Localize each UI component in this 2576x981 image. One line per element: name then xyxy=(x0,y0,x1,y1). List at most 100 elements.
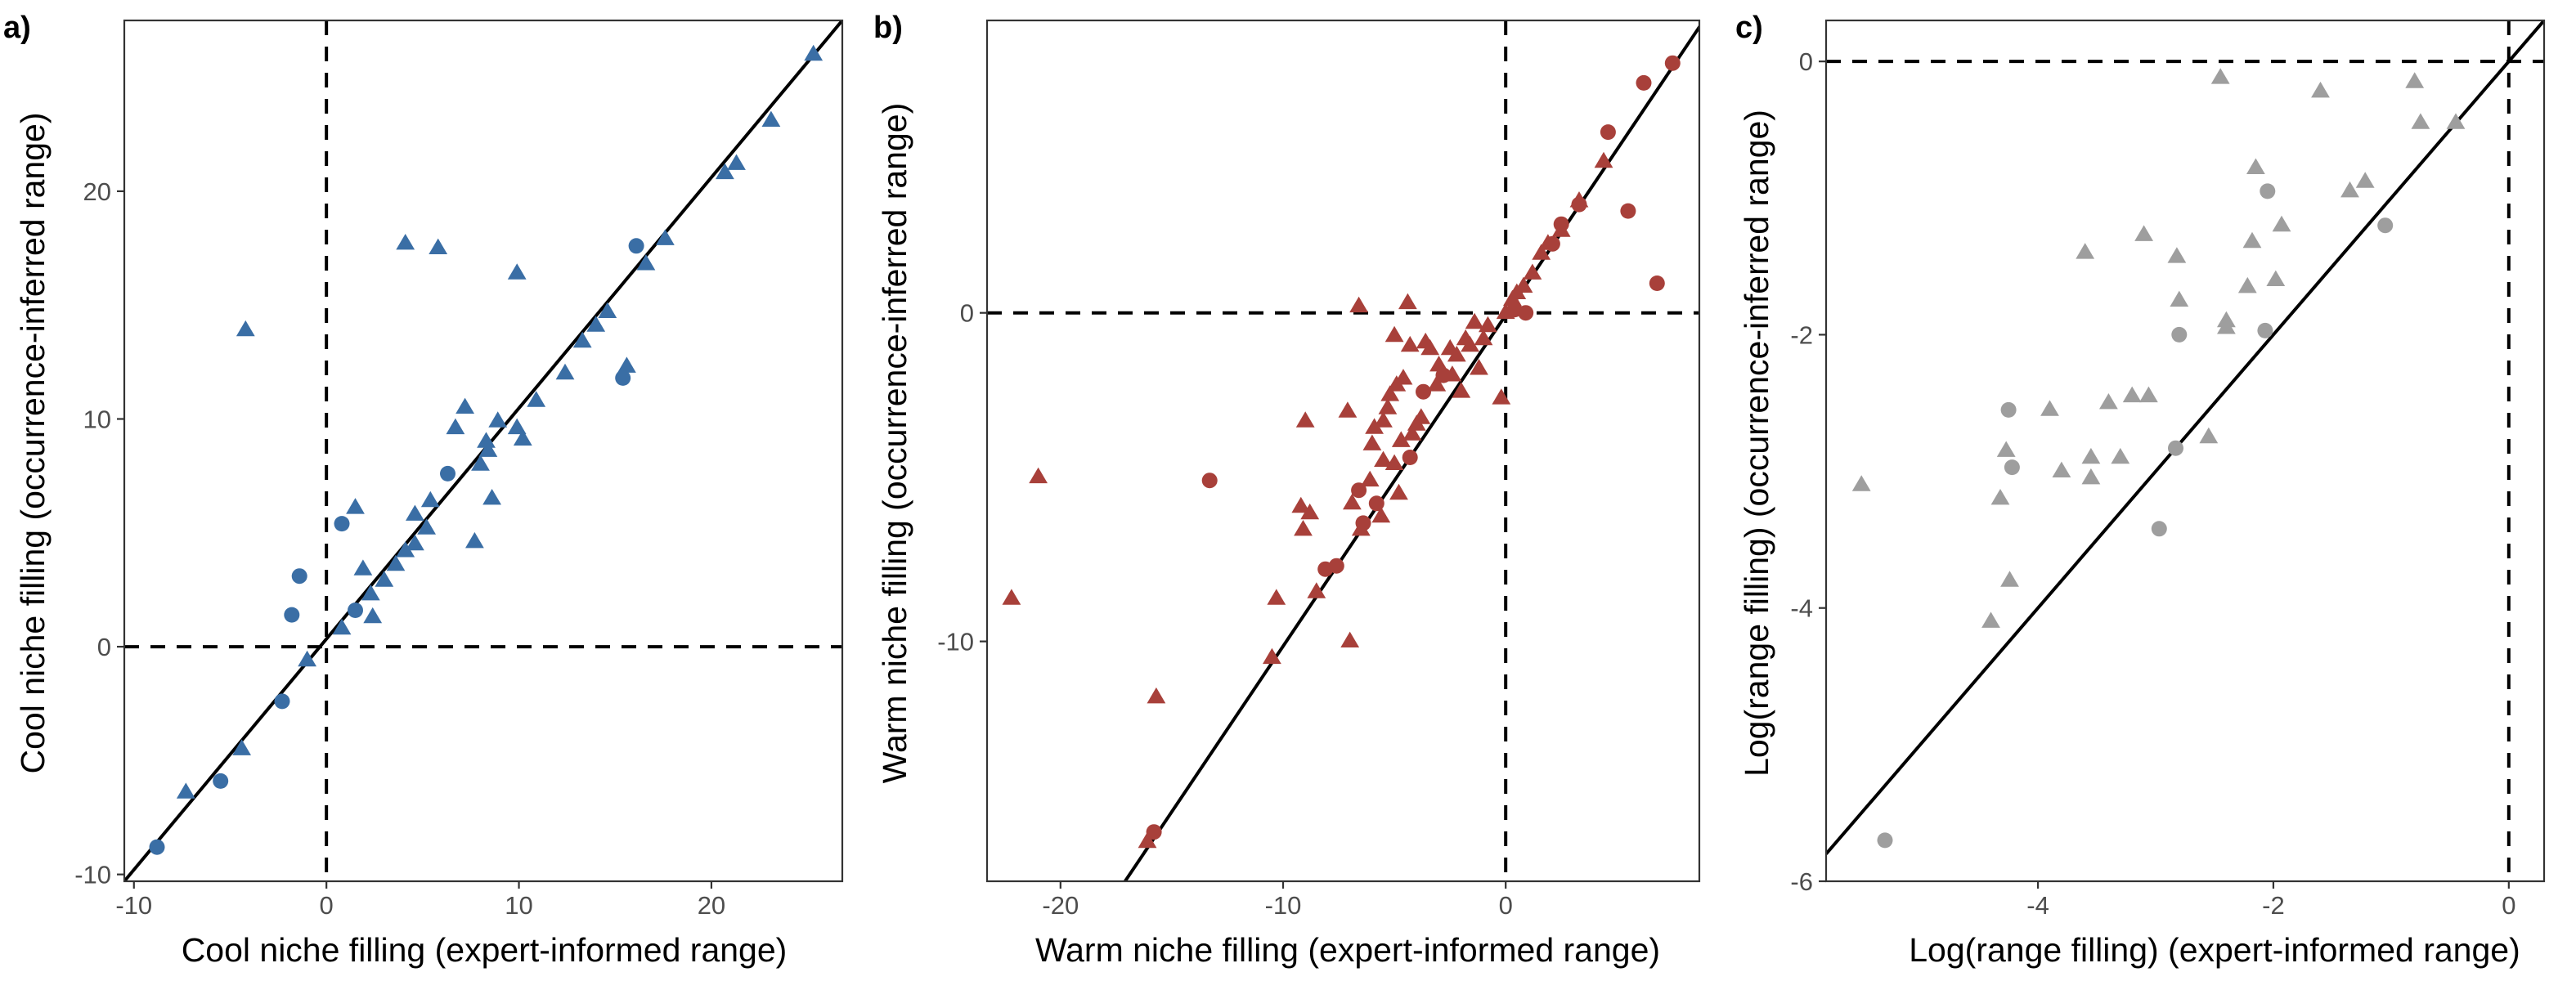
panel-b-triangle-point-19 xyxy=(1371,506,1391,523)
panel-a-x-tick-label-0: -10 xyxy=(115,891,152,920)
panel-b-circle-point-17 xyxy=(1636,74,1652,91)
panel-b-triangle-point-11 xyxy=(1338,401,1358,418)
panel-b-y-tick-label-0: -10 xyxy=(937,628,974,656)
panel-b-data-points xyxy=(1002,55,1681,849)
panel-c-triangle-point-27 xyxy=(2340,181,2359,198)
panel-c-triangle-point-8 xyxy=(2081,468,2101,485)
panel-a-triangle-point-12 xyxy=(375,571,394,587)
panel-a-circle-point-7 xyxy=(440,465,456,482)
panel-b-circle-point-11 xyxy=(1518,305,1534,321)
panel-b-triangle-point-18 xyxy=(1365,418,1384,434)
panel-a-plot-frame xyxy=(123,19,844,883)
panel-a-circle-point-9 xyxy=(628,238,644,254)
panel-c-triangle-point-23 xyxy=(2246,158,2265,174)
panel-c-circle-point-0 xyxy=(1877,832,1893,849)
panel-b-triangle-point-31 xyxy=(1400,335,1420,352)
panel-b-x-axis-title: Warm niche filling (expert-informed rang… xyxy=(1035,931,1660,969)
panel-c-circle-point-4 xyxy=(2168,440,2183,456)
panel-a-circle-point-0 xyxy=(149,839,165,855)
panel-a-triangle-point-0 xyxy=(236,320,255,337)
panel-b-x-tick-label-2: 0 xyxy=(1499,891,1513,920)
panel-a-triangle-point-27 xyxy=(507,418,527,435)
panel-b-triangle-point-7 xyxy=(1294,520,1313,536)
panel-c-triangle-point-20 xyxy=(2217,318,2236,334)
panel-a-triangle-point-33 xyxy=(598,302,617,318)
panel-c-y-axis-title: Log(range filling) (occurrence-inferred … xyxy=(1738,110,1775,777)
panel-b-circle-point-3 xyxy=(1328,558,1344,574)
panel-c-triangle-point-29 xyxy=(2405,72,2425,88)
panel-b-triangle-point-21 xyxy=(1374,411,1393,428)
panel-c-triangle-point-14 xyxy=(2139,386,2158,403)
panel-b-circle-point-1 xyxy=(1201,473,1218,489)
panel-c-triangle-point-3 xyxy=(1996,441,2016,457)
panel-b-circle-point-14 xyxy=(1571,196,1587,213)
panel-b-label: b) xyxy=(873,11,903,45)
panel-a-x-tick-label-3: 20 xyxy=(698,891,725,920)
panel-c-triangle-point-4 xyxy=(2000,571,2019,587)
panel-a-triangle-point-40 xyxy=(804,44,824,61)
panel-b-triangle-point-36 xyxy=(1420,338,1440,356)
panel-c-triangle-point-1 xyxy=(1981,611,2000,628)
panel-b-circle-point-9 xyxy=(1435,367,1452,383)
panel-b-triangle-point-27 xyxy=(1389,483,1408,500)
panel-a-circle-point-1 xyxy=(213,773,229,789)
panel-c-triangle-point-13 xyxy=(2134,225,2153,241)
panel-a-triangle-point-29 xyxy=(527,391,546,407)
panel-b-triangle-point-44 xyxy=(1461,335,1479,352)
panel-a-circle-point-5 xyxy=(334,516,350,532)
panel-c-y-tick-label-3: 0 xyxy=(1799,47,1813,76)
panel-b-triangle-point-28 xyxy=(1391,431,1411,447)
panel-b-triangle-point-54 xyxy=(1523,263,1542,280)
panel-a-triangle-point-30 xyxy=(555,363,575,380)
panel-c-triangle-point-0 xyxy=(1851,475,1871,491)
panel-b-triangle-point-46 xyxy=(1470,359,1488,375)
panel-b-x-tick-label-1: -10 xyxy=(1265,891,1302,920)
panel-b-circle-point-6 xyxy=(1368,495,1384,512)
panel-c-triangle-point-26 xyxy=(2311,81,2330,98)
panel-a-triangle-point-28 xyxy=(513,429,532,446)
panel-c-circle-point-3 xyxy=(2151,521,2167,537)
panel-b-triangle-point-3 xyxy=(1147,687,1166,704)
panel-b-x-tick-label-0: -20 xyxy=(1042,891,1079,920)
panel-a-y-tick-label-0: -10 xyxy=(74,861,111,889)
panel-c-triangle-point-2 xyxy=(1990,489,2010,505)
panel-c-x-tick-label-0: -4 xyxy=(2026,891,2049,920)
panel-b-triangle-point-24 xyxy=(1384,454,1404,470)
panel-b-triangle-point-16 xyxy=(1360,470,1380,487)
panel-b-triangle-point-13 xyxy=(1343,493,1362,510)
panel-c-x-tick-label-2: 0 xyxy=(2502,891,2515,920)
panel-c-triangle-point-12 xyxy=(2122,386,2142,403)
panel-a-data-points xyxy=(149,44,824,855)
panel-c-triangle-point-30 xyxy=(2411,113,2430,129)
panel-a-circle-point-2 xyxy=(274,693,290,710)
panel-b-triangle-point-22 xyxy=(1378,398,1398,414)
panel-c-triangle-point-18 xyxy=(2210,68,2230,84)
panel-a-triangle-point-25 xyxy=(482,489,501,505)
panel-a-triangle-point-31 xyxy=(572,331,592,348)
panel-a-triangle-point-34 xyxy=(617,356,636,373)
panel-a-circle-point-3 xyxy=(284,607,300,623)
panel-b-triangle-point-59 xyxy=(1594,151,1613,168)
panel-a-triangle-point-3 xyxy=(507,263,527,280)
panel-b-circle-point-5 xyxy=(1355,515,1371,531)
panel-a-triangle-point-15 xyxy=(406,534,424,551)
panel-c-triangle-point-7 xyxy=(2076,243,2095,259)
panel-a-triangle-point-26 xyxy=(488,411,508,428)
panel-b: b) Warm niche filling (expert-informed r… xyxy=(873,11,1701,969)
panel-b-triangle-point-10 xyxy=(1307,582,1326,598)
panel-c-fit-line xyxy=(1826,20,2544,855)
panel-c-circle-point-1 xyxy=(2000,401,2017,418)
panel-b-triangle-point-6 xyxy=(1291,496,1311,513)
panel-a-y-tick-label-3: 20 xyxy=(83,177,111,206)
panel-a-triangle-point-32 xyxy=(586,316,606,332)
panel-c-axis-ticks: -4 -2 0 -6 -4 -2 0 xyxy=(1790,47,2515,920)
panel-b-triangle-point-48 xyxy=(1479,316,1497,333)
panel-b-triangle-point-42 xyxy=(1452,382,1471,398)
panel-a-triangle-point-38 xyxy=(727,154,746,170)
panel-c-triangle-point-11 xyxy=(2111,447,2130,464)
panel-b-circle-point-0 xyxy=(1146,824,1162,840)
panel-b-triangle-point-9 xyxy=(1300,503,1320,520)
panel-a-x-tick-label-1: 0 xyxy=(320,891,334,920)
panel-c-y-tick-label-1: -4 xyxy=(1790,594,1813,623)
